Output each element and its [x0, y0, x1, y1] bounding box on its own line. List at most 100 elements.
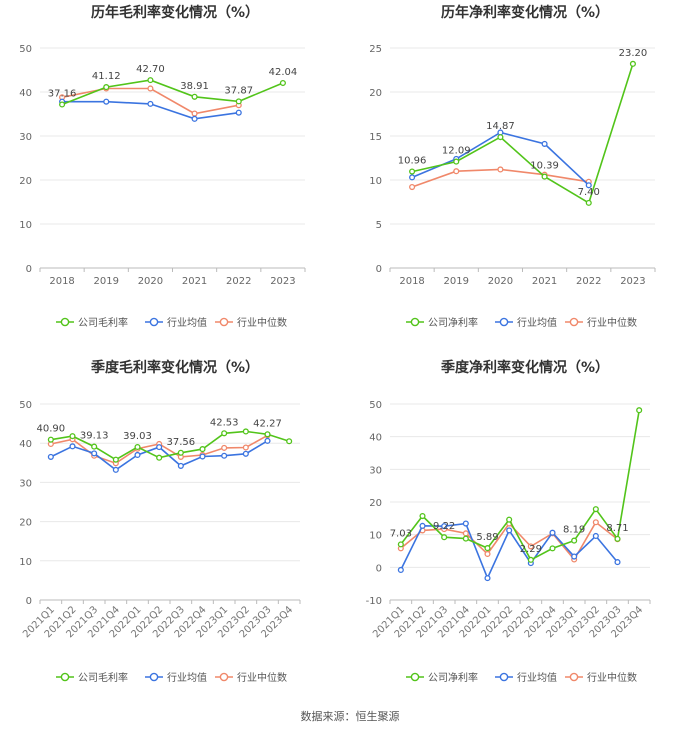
data-label: 39.13	[80, 431, 109, 442]
data-label: 23.20	[619, 48, 648, 59]
data-point-company	[221, 430, 228, 437]
legend-swatch-marker	[60, 672, 70, 682]
legend-label: 行业均值	[517, 671, 557, 684]
y-tick-label: 10	[19, 220, 32, 231]
y-tick-label: 20	[19, 518, 32, 529]
y-tick-label: 20	[369, 88, 382, 99]
x-tick-label: 2022	[226, 276, 251, 287]
legend-swatch-marker	[219, 672, 229, 682]
legend-swatch-marker	[569, 317, 579, 327]
y-tick-label: 50	[19, 400, 32, 411]
legend-label: 公司毛利率	[78, 316, 128, 329]
data-point-industry-avg	[541, 140, 548, 147]
y-tick-label: 50	[369, 400, 382, 411]
data-point-company	[47, 436, 54, 443]
data-label: 37.87	[224, 85, 253, 96]
data-point-industry-median	[592, 519, 599, 526]
chart-quarterly-gross-margin: 季度毛利率变化情况（%）010203040502021Q12021Q22021Q…	[19, 359, 301, 684]
data-point-company	[59, 101, 66, 108]
y-tick-label: 15	[369, 132, 382, 143]
data-point-industry-median	[191, 110, 198, 117]
data-point-industry-avg	[242, 450, 249, 457]
data-label: 12.09	[442, 146, 471, 157]
data-label: 42.04	[269, 67, 298, 78]
legend-label: 公司毛利率	[78, 671, 128, 684]
legend-swatch-marker	[219, 317, 229, 327]
legend-swatch-marker	[410, 672, 420, 682]
y-tick-label: 25	[369, 44, 382, 55]
data-point-company	[585, 199, 592, 206]
legend-label: 行业均值	[517, 316, 557, 329]
data-point-industry-avg	[419, 522, 426, 529]
x-tick-label: 2023	[270, 276, 295, 287]
data-point-industry-avg	[614, 559, 621, 566]
legend-label: 行业均值	[167, 316, 207, 329]
data-point-company	[147, 77, 154, 84]
chart-quarterly-net-margin: 季度净利率变化情况（%）-10010203040502021Q12021Q220…	[366, 359, 651, 684]
chart-annual-gross-margin: 历年毛利率变化情况（%） 0 10 20 30 40 50 2018 2019 2020 2021 2…	[19, 4, 306, 329]
chart-title: 季度毛利率变化情况（%）	[90, 359, 259, 376]
legend-swatch-marker	[149, 317, 159, 327]
y-tick-label: 40	[19, 439, 32, 450]
data-source: 数据来源：恒生聚源	[300, 710, 400, 723]
legend-label: 行业中位数	[237, 316, 287, 329]
data-point-industry-median	[453, 168, 460, 175]
data-point-industry-avg	[409, 174, 416, 181]
data-point-company	[156, 454, 163, 461]
y-tick-label: 0	[26, 264, 32, 275]
legend-label: 行业中位数	[237, 671, 287, 684]
data-point-industry-avg	[147, 100, 154, 107]
x-tick-label: 2018	[399, 276, 424, 287]
y-tick-label: -10	[366, 596, 382, 607]
data-point-industry-avg	[462, 520, 469, 527]
series-line-company	[411, 63, 634, 205]
x-tick-label: 2023	[620, 276, 645, 287]
data-label: 7.40	[578, 187, 600, 198]
data-point-industry-avg	[47, 453, 54, 460]
data-point-company	[134, 443, 141, 451]
data-label: 42.27	[253, 418, 282, 429]
data-point-company	[484, 545, 491, 552]
data-point-company	[242, 428, 249, 435]
data-label: 37.16	[48, 88, 77, 99]
y-tick-label: 50	[19, 44, 32, 55]
data-point-company	[112, 456, 119, 463]
data-point-company	[541, 173, 548, 180]
chart-annual-net-margin: 历年净利率变化情况（%） 0 5 10 15 20 25 2018 2019 2020 2021 20…	[369, 4, 656, 329]
data-point-industry-avg	[103, 98, 110, 105]
data-point-industry-avg	[549, 529, 556, 536]
data-point-company	[592, 506, 599, 513]
data-point-company	[614, 535, 621, 542]
chart-title: 季度净利率变化情况（%）	[440, 359, 609, 376]
data-point-company	[409, 168, 416, 175]
data-point-company	[441, 534, 448, 541]
data-point-industry-avg	[221, 452, 228, 459]
data-point-industry-avg	[571, 553, 578, 560]
data-label: 10.39	[530, 161, 559, 172]
data-point-company	[199, 446, 206, 453]
data-label: 8.71	[606, 523, 628, 534]
data-label: 5.89	[476, 532, 498, 543]
y-tick-label: 10	[369, 176, 382, 187]
legend-label: 公司净利率	[428, 316, 478, 329]
data-point-industry-avg	[69, 443, 76, 450]
data-point-industry-median	[497, 166, 504, 173]
series-line-company	[50, 430, 290, 461]
data-label: 9.22	[433, 521, 455, 532]
data-point-company	[506, 516, 513, 523]
data-point-company	[571, 537, 578, 544]
data-point-company	[279, 79, 286, 87]
data-point-industry-median	[221, 444, 228, 451]
data-point-company	[497, 134, 504, 141]
data-point-company	[191, 93, 198, 100]
data-label: 7.03	[390, 528, 412, 539]
data-point-industry-avg	[506, 527, 513, 534]
x-tick-label: 2019	[94, 276, 119, 287]
legend-swatch-marker	[499, 317, 509, 327]
legend-label: 行业中位数	[587, 316, 637, 329]
y-tick-label: 20	[19, 176, 32, 187]
data-point-industry-avg	[134, 451, 141, 459]
y-tick-label: 30	[19, 478, 32, 489]
y-tick-label: 40	[369, 433, 382, 444]
data-point-industry-median	[484, 550, 491, 557]
